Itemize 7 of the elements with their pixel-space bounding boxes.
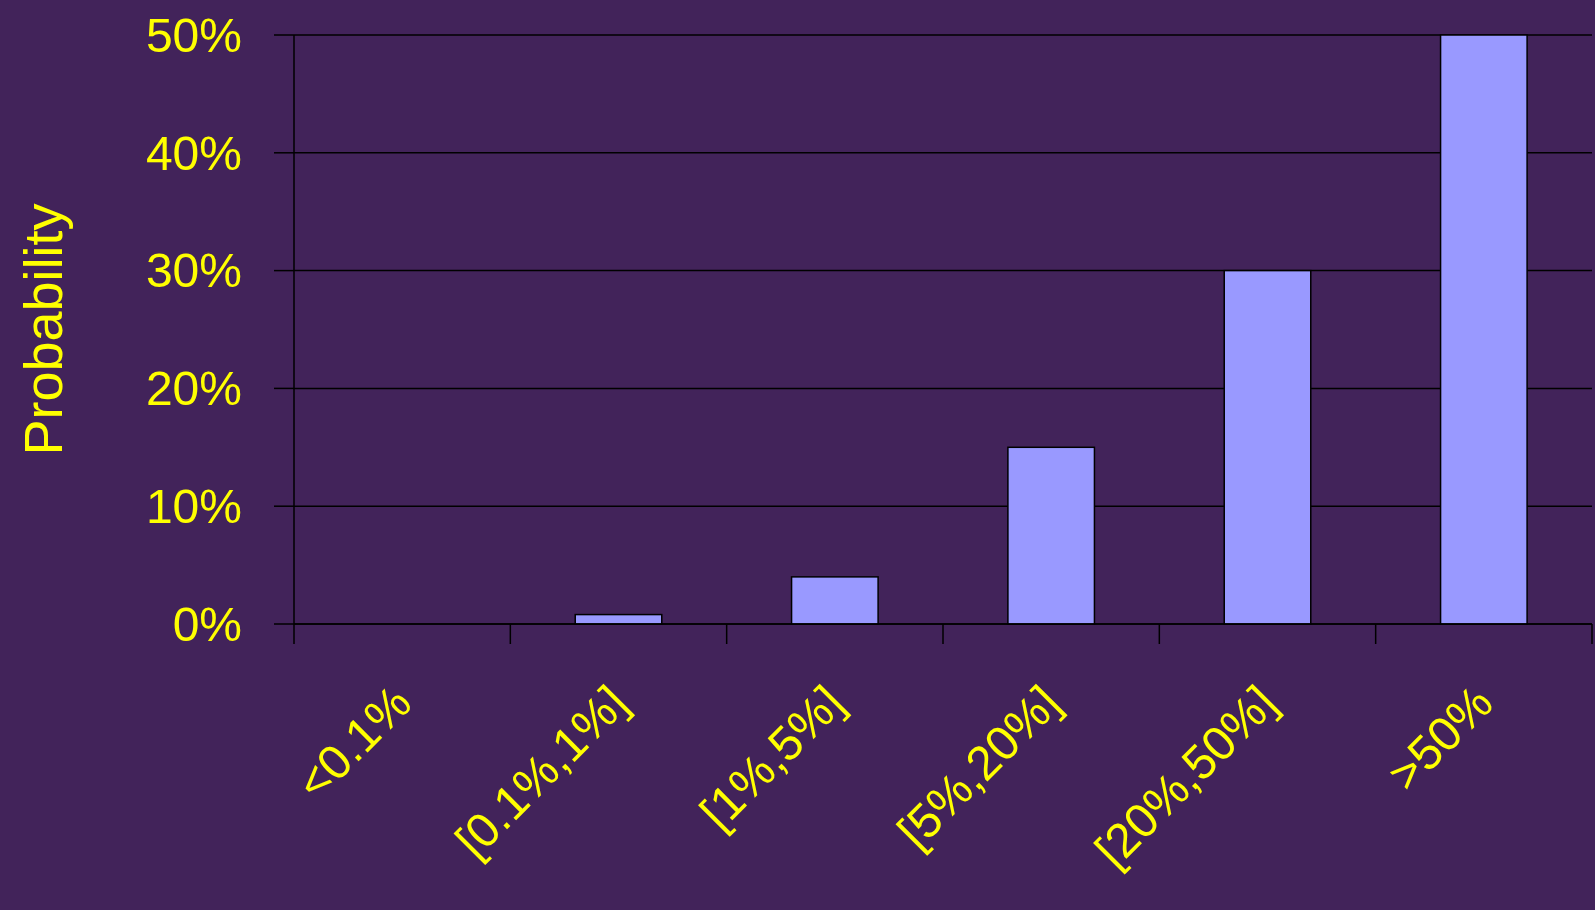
y-tick-label: 20% <box>145 362 242 416</box>
y-tick-label: 10% <box>145 480 242 533</box>
y-tick-label: 0% <box>172 597 242 651</box>
y-tick-label: 40% <box>145 126 242 180</box>
y-tick-label: 50% <box>145 8 242 62</box>
y-tick-label: 30% <box>145 244 242 298</box>
y-axis-title: Probability <box>13 203 73 456</box>
